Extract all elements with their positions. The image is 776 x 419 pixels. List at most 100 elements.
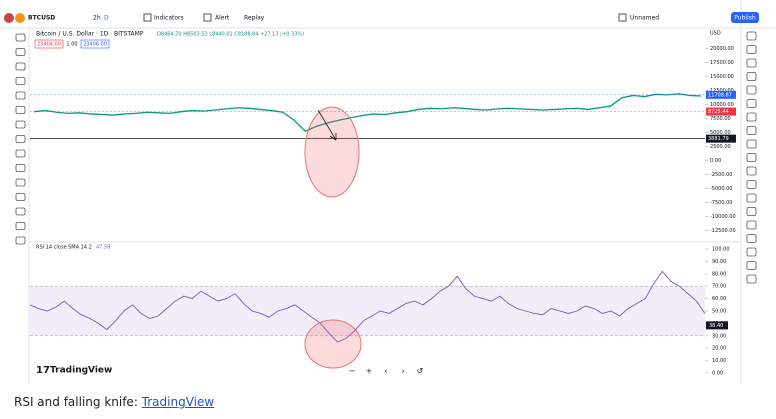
price-line	[33, 93, 702, 133]
rsi-line	[29, 270, 706, 343]
indicators-button[interactable]: Indicators	[154, 15, 184, 22]
tool-icon[interactable]	[15, 149, 26, 158]
y-tick-label: 10.00	[712, 358, 726, 364]
y-tick-label: 90.00	[712, 259, 726, 265]
annotation-ellipse	[304, 319, 362, 369]
tool-icon[interactable]	[15, 164, 26, 172]
rsi-band	[30, 286, 705, 336]
sidebar-icon[interactable]	[746, 274, 757, 284]
interval-mode[interactable]: D	[104, 15, 109, 22]
y-tick-label: -12500.00	[710, 228, 736, 234]
symbol[interactable]: BTCUSD	[28, 15, 55, 22]
tool-icon[interactable]	[15, 193, 26, 201]
sidebar-icon[interactable]	[746, 99, 757, 108]
interval[interactable]: 2h	[93, 15, 101, 22]
y-tick-label: 50.00	[712, 309, 726, 315]
tool-icon[interactable]	[15, 106, 26, 114]
caption-text: RSI and falling knife:	[14, 395, 142, 409]
y-tick-label: 0.00	[710, 158, 721, 164]
nav-button[interactable]: ↺	[417, 367, 424, 376]
y-tick-label: 20000.00	[710, 46, 734, 52]
y-tick-label: 70.00	[712, 284, 726, 290]
sidebar-icon[interactable]	[746, 166, 757, 176]
tool-icon[interactable]	[15, 48, 26, 56]
y-tick-label: 0.00	[712, 371, 723, 377]
price-badge-label: 11708.87	[708, 92, 732, 98]
replay-button[interactable]: Replay	[244, 15, 265, 22]
y-tick-label: -10000.00	[710, 214, 736, 220]
screenshot: BTCUSD 2h D Indicators Alert Replay Unna…	[0, 0, 776, 388]
nav-button[interactable]: ›	[401, 367, 404, 376]
tool-icon[interactable]	[15, 135, 26, 143]
sidebar-icon[interactable]	[746, 180, 757, 189]
y-tick-label: 20.00	[712, 346, 726, 352]
rsi-legend: RSI 14 close SMA 14 2	[36, 245, 92, 251]
sidebar-icon[interactable]	[746, 220, 757, 230]
y-tick-label: -5000.00	[710, 186, 732, 192]
symbol-icon	[15, 13, 25, 23]
tool-icon[interactable]	[15, 33, 26, 42]
sell-box[interactable]	[34, 39, 64, 49]
sidebar-icon[interactable]	[746, 234, 757, 243]
layout-icon	[618, 13, 627, 22]
sidebar-icon[interactable]	[746, 112, 757, 122]
sidebar-icon[interactable]	[746, 139, 757, 149]
y-tick-label: -7500.00	[710, 200, 732, 206]
sidebar-icon[interactable]	[746, 153, 757, 162]
tool-icon[interactable]	[15, 77, 26, 85]
caption: RSI and falling knife: TradingView	[14, 395, 214, 409]
nav-button[interactable]: +	[366, 367, 373, 376]
background	[0, 0, 776, 388]
y-tick-label: 15000.00	[710, 74, 734, 80]
y-tick-label: 17500.00	[710, 60, 734, 66]
y-tick-label: 60.00	[712, 296, 726, 302]
sidebar-icon[interactable]	[746, 207, 757, 216]
alert-button[interactable]: Alert	[215, 15, 230, 22]
sidebar-icon[interactable]	[746, 31, 757, 41]
buy-price[interactable]: 23406.00	[83, 42, 107, 48]
tool-icon[interactable]	[15, 62, 26, 71]
tool-icon[interactable]	[15, 120, 26, 129]
y-tick-label: 7500.00	[710, 116, 731, 122]
indicators-icon	[143, 13, 152, 22]
nav-button[interactable]: ‹	[384, 367, 387, 376]
avatar	[4, 13, 14, 23]
sidebar-icon[interactable]	[746, 261, 757, 270]
price-badge	[706, 90, 736, 99]
nav-button[interactable]: −	[349, 367, 356, 376]
rsi-badge-label: 38.40	[709, 323, 723, 329]
sidebar-icon[interactable]	[746, 72, 757, 81]
price-badge-label: 8725.44	[708, 109, 729, 115]
publish-button[interactable]	[731, 12, 759, 23]
tool-icon[interactable]	[15, 178, 26, 187]
sidebar-icon[interactable]	[746, 58, 757, 68]
y-tick-label: -2500.00	[710, 172, 732, 178]
sidebar-icon[interactable]	[746, 247, 757, 257]
publish-label[interactable]: Publish	[734, 15, 756, 22]
currency: USD	[710, 31, 721, 37]
price-badge	[706, 134, 736, 143]
tool-icon[interactable]	[15, 91, 26, 100]
price-badge	[706, 107, 736, 116]
y-tick-label: 100.00	[712, 247, 730, 253]
alert-icon	[203, 13, 212, 22]
sidebar-icon[interactable]	[746, 193, 757, 203]
y-tick-label: 2500.00	[710, 144, 731, 150]
right-sidebar	[746, 31, 757, 284]
annotation-arrow	[317, 109, 337, 141]
sell-price[interactable]: 23404.00	[37, 42, 61, 48]
tool-icon[interactable]	[15, 207, 26, 216]
layout-button[interactable]: Unnamed	[630, 15, 659, 22]
buy-box[interactable]	[80, 39, 110, 49]
sidebar-icon[interactable]	[746, 85, 757, 95]
tool-icon[interactable]	[15, 222, 26, 230]
sidebar-icon[interactable]	[746, 45, 757, 54]
left-toolbar	[15, 33, 26, 245]
tool-icon[interactable]	[15, 236, 26, 245]
sidebar-icon[interactable]	[746, 126, 757, 135]
logo[interactable]: TradingView	[50, 366, 112, 376]
caption-link[interactable]: TradingView	[141, 395, 215, 409]
spread: 1.00	[66, 42, 77, 48]
rsi-badge	[706, 321, 728, 330]
